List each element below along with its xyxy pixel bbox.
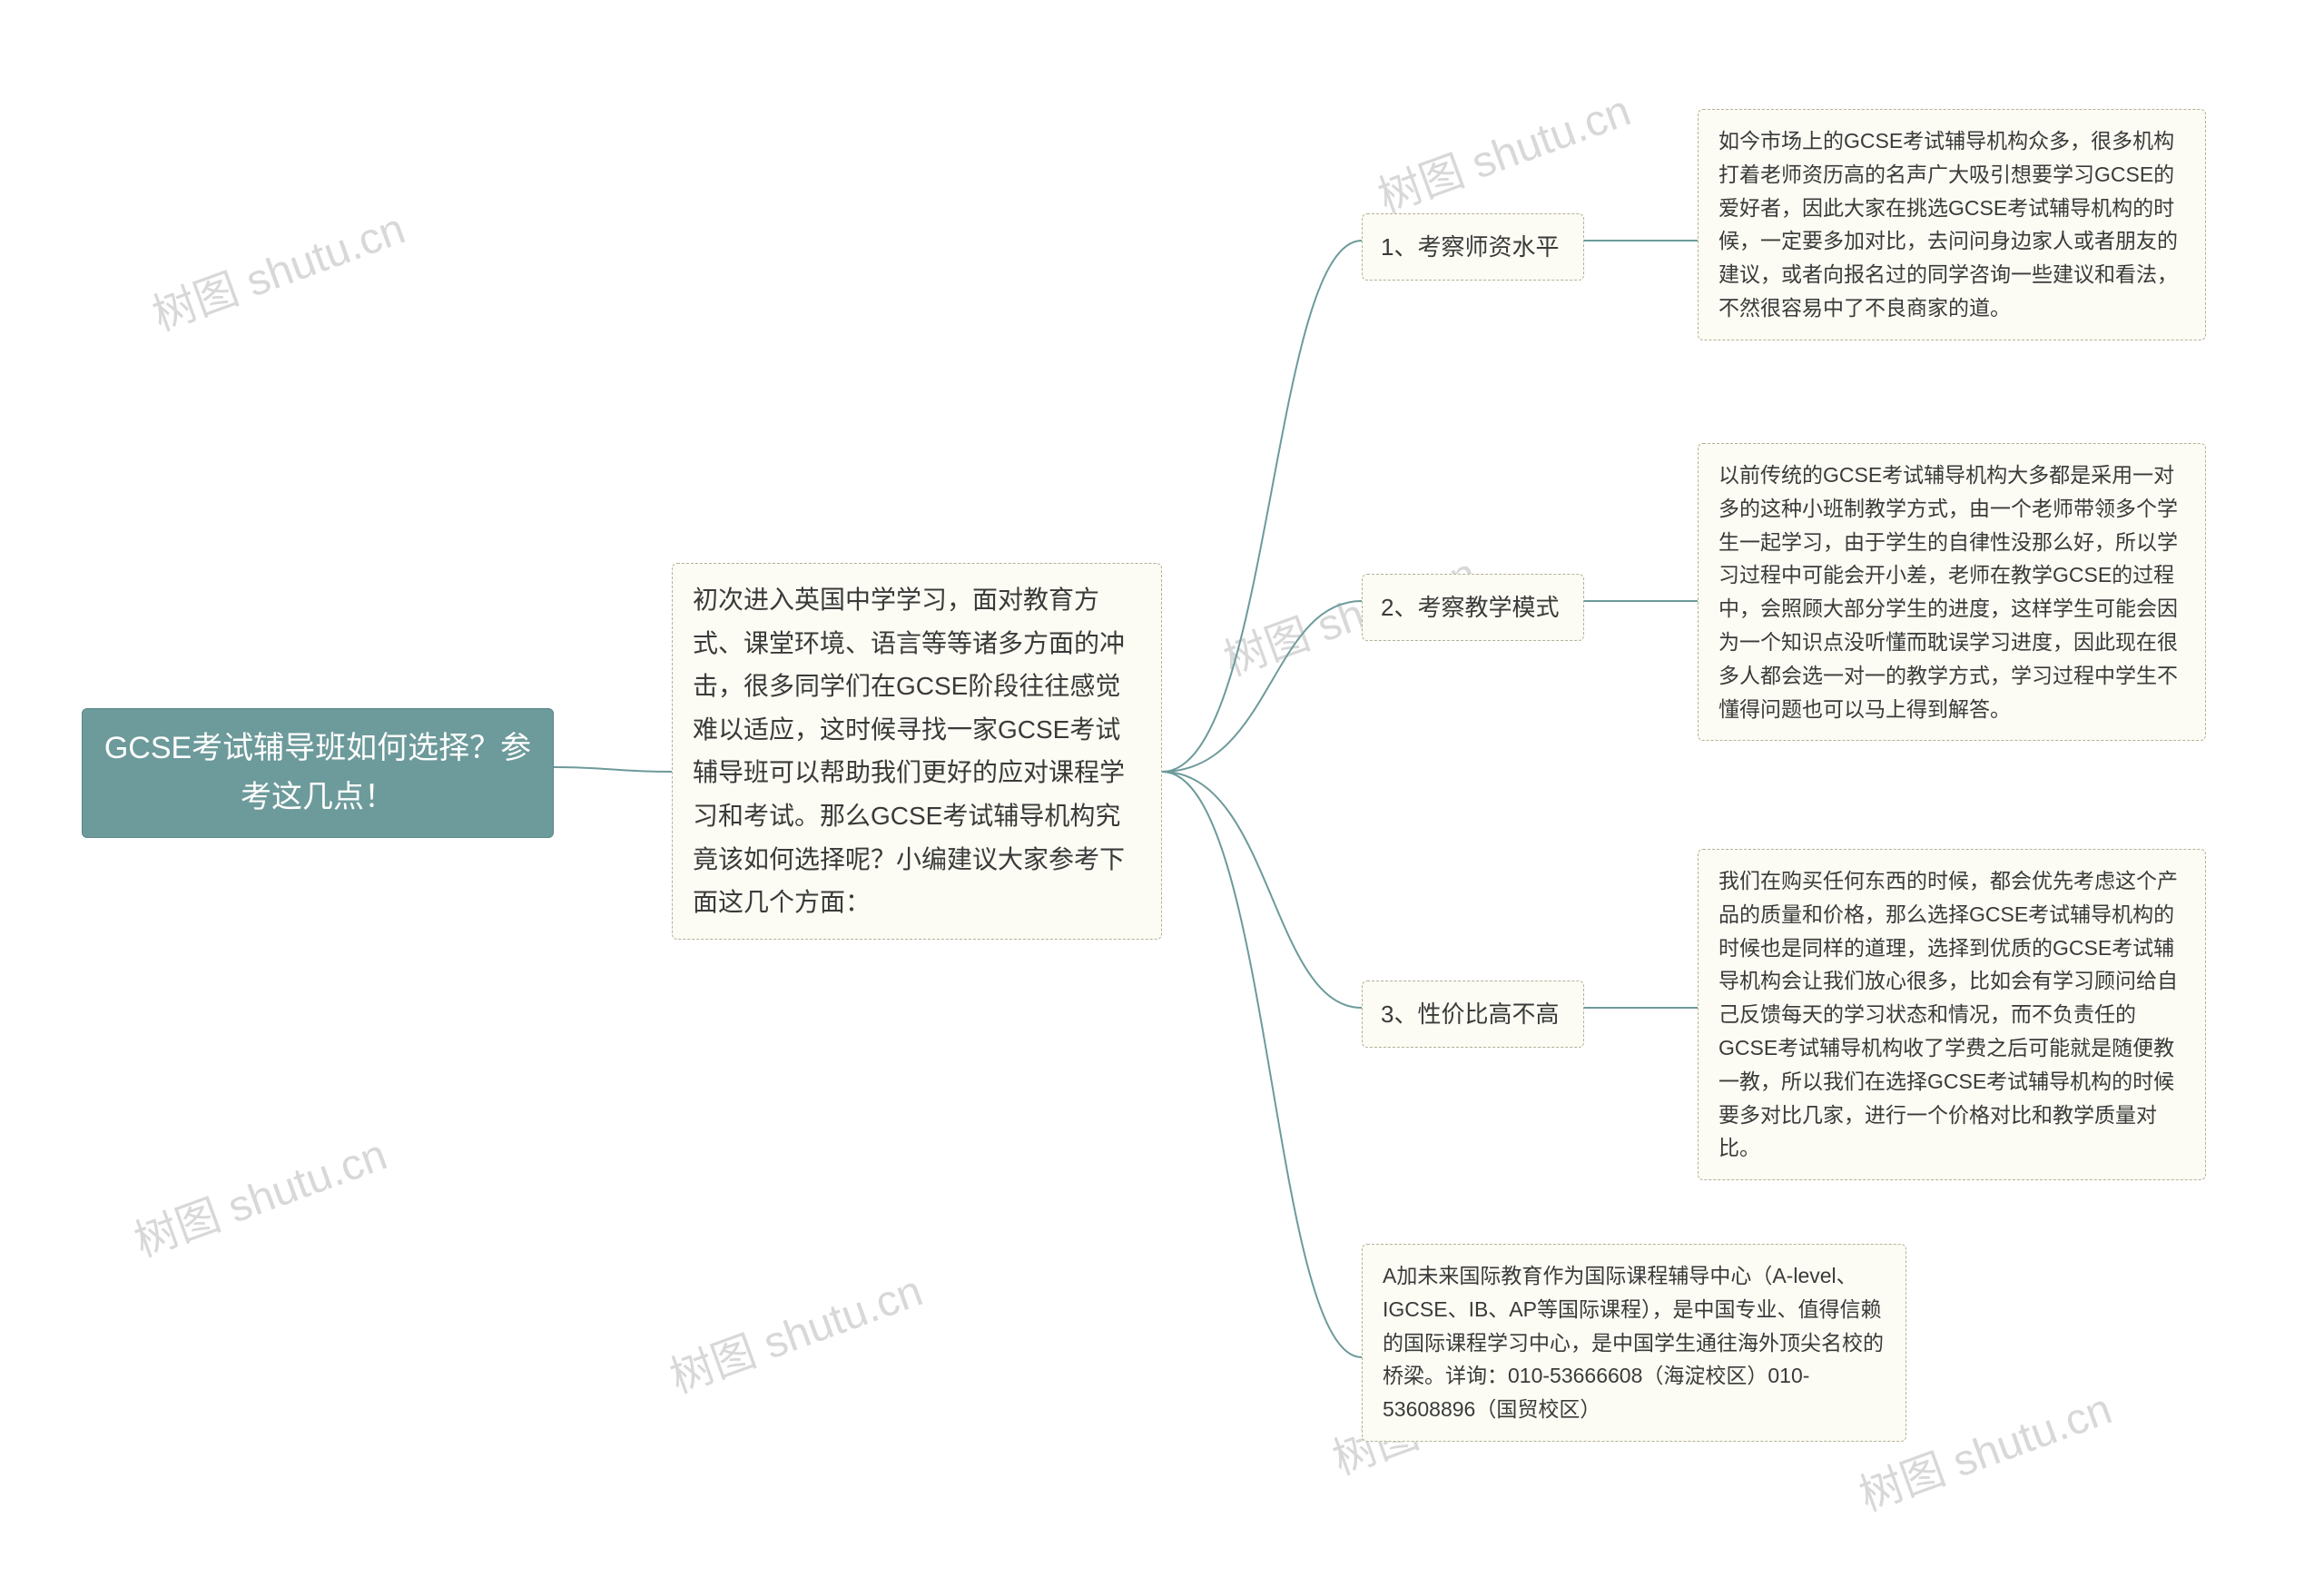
branch-3-detail: 我们在购买任何东西的时候，都会优先考虑这个产品的质量和价格，那么选择GCSE考试… <box>1698 849 2206 1180</box>
watermark: 树图 shutu.cn <box>1368 74 1638 224</box>
promo-node: A加未来国际教育作为国际课程辅导中心（A-level、IGCSE、IB、AP等国… <box>1362 1244 1906 1442</box>
connector-intro-b2 <box>1162 601 1362 772</box>
branch-3-label: 3、性价比高不高 <box>1362 981 1584 1048</box>
connector-intro-promo <box>1162 772 1362 1357</box>
intro-node: 初次进入英国中学学习，面对教育方式、课堂环境、语言等等诸多方面的冲击，很多同学们… <box>672 563 1162 940</box>
connector-intro-b3 <box>1162 772 1362 1008</box>
connector-intro-b1 <box>1162 241 1362 772</box>
watermark: 树图 shutu.cn <box>143 192 412 342</box>
watermark: 树图 shutu.cn <box>660 1255 930 1405</box>
watermark: 树图 shutu.cn <box>124 1119 394 1268</box>
branch-1-label: 1、考察师资水平 <box>1362 213 1584 281</box>
connector-root-intro <box>554 767 672 772</box>
branch-1-detail: 如今市场上的GCSE考试辅导机构众多，很多机构打着老师资历高的名声广大吸引想要学… <box>1698 109 2206 340</box>
root-node: GCSE考试辅导班如何选择？参考这几点！ <box>82 708 554 838</box>
branch-2-detail: 以前传统的GCSE考试辅导机构大多都是采用一对多的这种小班制教学方式，由一个老师… <box>1698 443 2206 741</box>
branch-2-label: 2、考察教学模式 <box>1362 574 1584 641</box>
